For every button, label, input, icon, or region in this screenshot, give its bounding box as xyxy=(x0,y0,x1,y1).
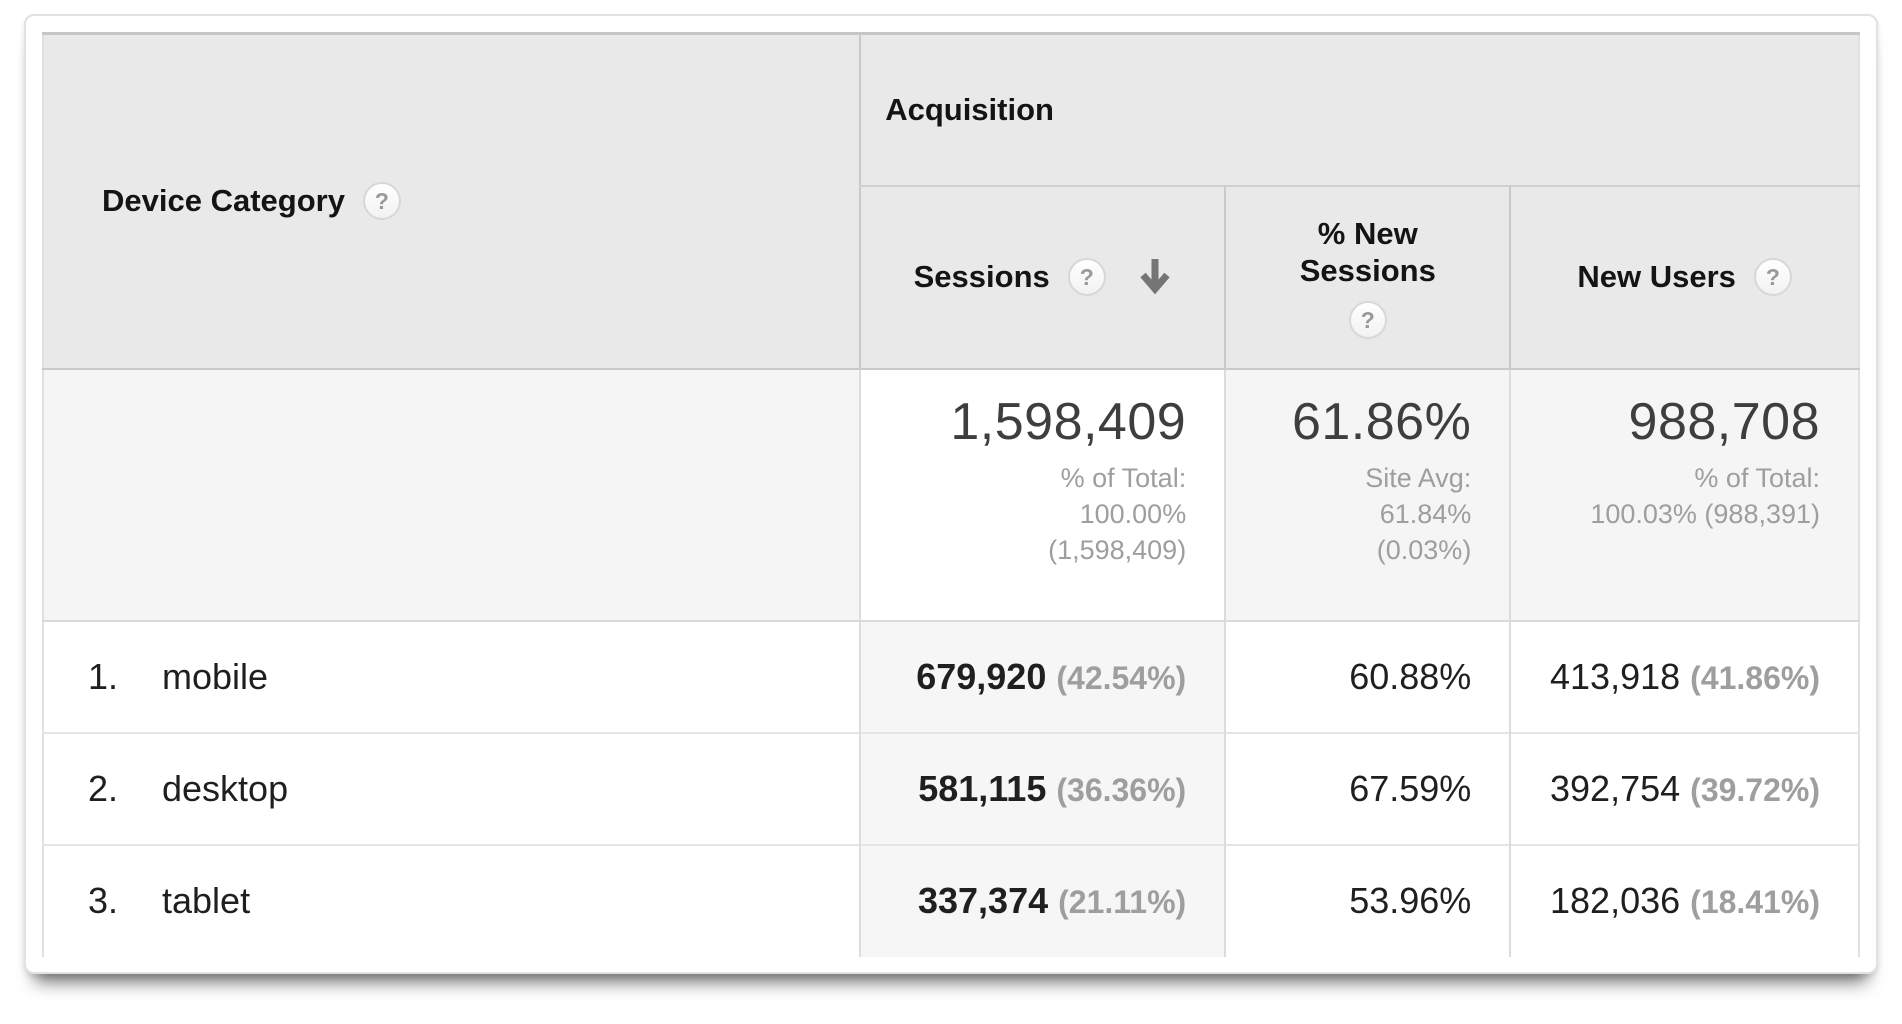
new-sessions-total-note: Site Avg: 61.84% (0.03%) xyxy=(1365,462,1472,566)
new-users-cell: 392,754 (39.72%) xyxy=(1509,731,1859,845)
help-icon[interactable]: ? xyxy=(1348,301,1387,340)
new-users-cell: 413,918 (41.86%) xyxy=(1509,620,1859,733)
row-index: 1. xyxy=(88,655,119,697)
metric-header-row: Sessions ? % New Sessions ? xyxy=(43,185,1859,370)
new-sessions-cell: 53.96% xyxy=(1224,843,1511,957)
help-icon[interactable]: ? xyxy=(362,182,401,221)
new-users-total: 988,708 xyxy=(1628,392,1820,451)
sessions-label: Sessions xyxy=(913,259,1050,294)
table-row-tablet: 3. tablet 337,374 (21.11%) 53.96% 182,036… xyxy=(43,843,1859,957)
device-category-table: Device Category ? Acquisition Sessions ? xyxy=(42,32,1860,957)
sessions-cell: 337,374 (21.11%) xyxy=(859,843,1226,957)
group-header-row: Device Category ? Acquisition xyxy=(43,32,1859,370)
sessions-cell: 679,920 (42.54%) xyxy=(859,620,1226,733)
row-index: 2. xyxy=(88,767,119,809)
sessions-total-note: % of Total: 100.00% (1,598,409) xyxy=(1048,462,1187,566)
device-category-label: Device Category xyxy=(102,183,345,219)
new-sessions-cell: 60.88% xyxy=(1224,620,1511,733)
summary-new-sessions-cell: 61.86% Site Avg: 61.84% (0.03%) xyxy=(1224,368,1511,622)
column-header-new-users[interactable]: New Users ? xyxy=(1509,185,1859,370)
row-label: desktop xyxy=(162,767,289,809)
help-icon[interactable]: ? xyxy=(1067,258,1106,296)
summary-row: 1,598,409 % of Total: 100.00% (1,598,409… xyxy=(43,368,1859,622)
dimension-cell[interactable]: 3. tablet xyxy=(43,843,861,957)
dimension-cell[interactable]: 2. desktop xyxy=(43,731,861,845)
summary-new-users-cell: 988,708 % of Total: 100.03% (988,391) xyxy=(1509,368,1859,622)
group-header-acquisition: Acquisition xyxy=(859,32,1859,187)
column-header-sessions[interactable]: Sessions ? xyxy=(859,185,1226,370)
sessions-total: 1,598,409 xyxy=(950,392,1187,451)
column-header-new-sessions[interactable]: % New Sessions ? xyxy=(1224,185,1511,370)
row-label: mobile xyxy=(162,655,269,697)
new-users-total-note: % of Total: 100.03% (988,391) xyxy=(1590,462,1820,529)
new-users-label: New Users xyxy=(1577,259,1736,294)
row-label: tablet xyxy=(162,880,251,921)
analytics-table-card: Device Category ? Acquisition Sessions ? xyxy=(24,14,1878,974)
table-row-desktop: 2. desktop 581,115 (36.36%) 67.59% 392,75… xyxy=(43,731,1859,845)
new-sessions-total: 61.86% xyxy=(1291,392,1472,451)
column-header-device-category[interactable]: Device Category ? xyxy=(43,32,861,370)
summary-sessions-cell: 1,598,409 % of Total: 100.00% (1,598,409… xyxy=(859,368,1226,622)
help-icon[interactable]: ? xyxy=(1753,258,1792,296)
summary-dimension-cell xyxy=(43,368,861,622)
new-sessions-label: % New Sessions xyxy=(1299,215,1436,288)
new-users-cell: 182,036 (18.41%) xyxy=(1509,843,1859,957)
acquisition-label: Acquisition xyxy=(885,91,1054,127)
sessions-cell: 581,115 (36.36%) xyxy=(859,731,1226,845)
sort-descending-icon xyxy=(1138,257,1172,297)
new-sessions-cell: 67.59% xyxy=(1224,731,1511,845)
row-index: 3. xyxy=(88,880,119,921)
dimension-cell[interactable]: 1. mobile xyxy=(43,620,861,733)
table-row-mobile: 1. mobile 679,920 (42.54%) 60.88% 413,918… xyxy=(43,620,1859,733)
